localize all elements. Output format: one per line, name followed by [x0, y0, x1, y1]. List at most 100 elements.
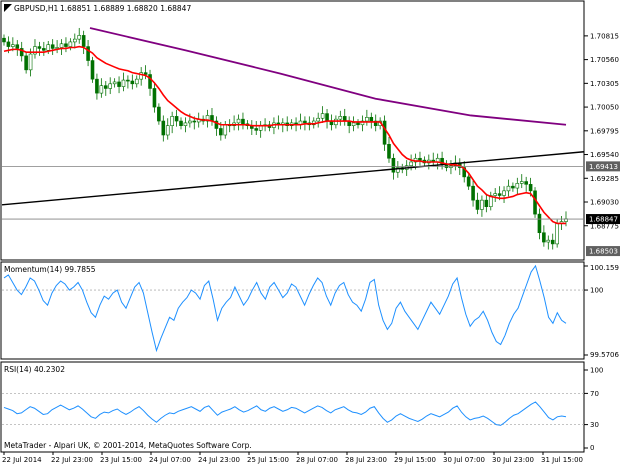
candle	[365, 109, 369, 126]
momentum-line	[3, 264, 567, 353]
candle	[316, 112, 320, 128]
candle	[466, 173, 471, 190]
candle	[139, 67, 143, 86]
price-tick-label: 1.69030	[590, 199, 619, 207]
candle	[387, 136, 391, 163]
time-tick-label: 23 Jul 15:00	[100, 456, 142, 464]
candle	[103, 81, 108, 96]
candle	[373, 114, 378, 132]
candle	[493, 188, 497, 203]
time-tick-label: 30 Jul 07:00	[443, 456, 485, 464]
time-tick-label: 30 Jul 23:00	[492, 456, 534, 464]
momentum-pane[interactable]: Momentum(14) 99.7855	[0, 261, 585, 360]
candle	[338, 110, 343, 126]
candle	[95, 73, 99, 100]
moving-average-short-line	[3, 45, 566, 225]
candle	[121, 72, 126, 92]
time-axis: 22 Jul 2014 22 Jul 23:00 23 Jul 15:00 24 Ju…	[2, 452, 583, 464]
momentum-tick-label: 100.159	[590, 264, 619, 272]
highlighted-price-label: 1.68503	[586, 246, 620, 257]
moving-average-long-line	[89, 27, 567, 126]
candle	[537, 208, 542, 240]
candle	[15, 40, 20, 56]
candle	[24, 52, 28, 74]
candle	[174, 109, 179, 127]
candle	[42, 41, 46, 56]
trendline[interactable]	[1, 151, 585, 206]
candle	[488, 191, 493, 211]
candle	[524, 176, 528, 192]
candle	[108, 77, 113, 95]
candle	[2, 34, 6, 46]
price-tick-label: 1.70050	[590, 104, 619, 112]
time-tick-label: 24 Jul 07:00	[149, 456, 191, 464]
candle	[183, 117, 188, 133]
candle	[550, 233, 555, 250]
candle	[50, 39, 55, 55]
candle	[351, 116, 356, 132]
candle	[546, 235, 551, 250]
time-tick-label: 28 Jul 07:00	[296, 456, 338, 464]
candle	[502, 186, 506, 203]
candle	[214, 116, 219, 136]
momentum-tick-label: 100	[590, 287, 603, 295]
time-tick-label: 22 Jul 2014	[2, 456, 42, 464]
rsi-pane[interactable]: RSI(14) 40.2302 MetaTrader - Alpari UK, …	[0, 361, 585, 453]
price-pane[interactable]: GBPUSD,H1 1.68851 1.68889 1.68820 1.6884…	[0, 0, 585, 261]
time-tick-label: 29 Jul 15:00	[394, 456, 436, 464]
candle	[418, 151, 422, 166]
copyright-text: MetaTrader - Alpari UK, © 2001-2014, Met…	[4, 441, 252, 450]
candle	[73, 33, 77, 49]
price-tick-label: 1.69285	[590, 175, 619, 183]
candle	[117, 76, 121, 94]
candle	[515, 177, 520, 195]
candle	[519, 174, 524, 189]
candle	[533, 187, 537, 218]
candle	[320, 106, 325, 123]
chart-corner-arrow-icon	[4, 4, 12, 12]
rsi-line	[3, 401, 567, 426]
candle	[236, 114, 241, 131]
candle	[33, 39, 37, 59]
ohlc-values: 1.68851 1.68889 1.68820 1.68847	[60, 4, 191, 13]
rsi-tick-label: 100	[590, 367, 603, 375]
candle	[148, 69, 152, 96]
trendline-segment[interactable]	[1, 151, 585, 206]
time-tick-label: 22 Jul 23:00	[51, 456, 93, 464]
candle	[59, 39, 64, 55]
candle	[254, 121, 259, 135]
candle	[152, 81, 157, 113]
candle	[126, 75, 130, 89]
momentum-tick-label: 99.5706	[590, 351, 619, 359]
candle	[81, 30, 86, 55]
candle	[161, 115, 166, 142]
candle	[471, 180, 475, 207]
rsi-tick-label: 70	[590, 390, 599, 398]
price-tick-label: 1.70560	[590, 56, 619, 64]
time-tick-label: 24 Jul 23:00	[198, 456, 240, 464]
rsi-tick-label: 0	[590, 444, 594, 452]
svg-text:1.68503: 1.68503	[589, 248, 618, 256]
candle	[170, 111, 174, 134]
candle	[19, 41, 24, 62]
candle	[382, 115, 387, 151]
candle	[86, 40, 90, 67]
price-axis: 1.70815 1.70560 1.70305 1.70050 1.69795 1.695…	[584, 32, 620, 257]
candle	[396, 161, 400, 178]
candle	[334, 115, 338, 129]
candle	[369, 112, 374, 129]
price-tick-label: 1.69540	[590, 151, 619, 159]
candle	[90, 56, 95, 83]
candle	[205, 109, 210, 128]
candle	[484, 193, 489, 213]
candle	[55, 40, 59, 54]
svg-text:1.69413: 1.69413	[589, 163, 618, 171]
time-tick-label: 28 Jul 23:00	[345, 456, 387, 464]
time-tick-label: 31 Jul 15:00	[541, 456, 583, 464]
candle	[542, 225, 546, 247]
candle	[157, 103, 161, 125]
momentum-header: Momentum(14) 99.7855	[4, 265, 96, 274]
candle	[179, 117, 183, 130]
price-tick-label: 1.70815	[590, 32, 619, 40]
